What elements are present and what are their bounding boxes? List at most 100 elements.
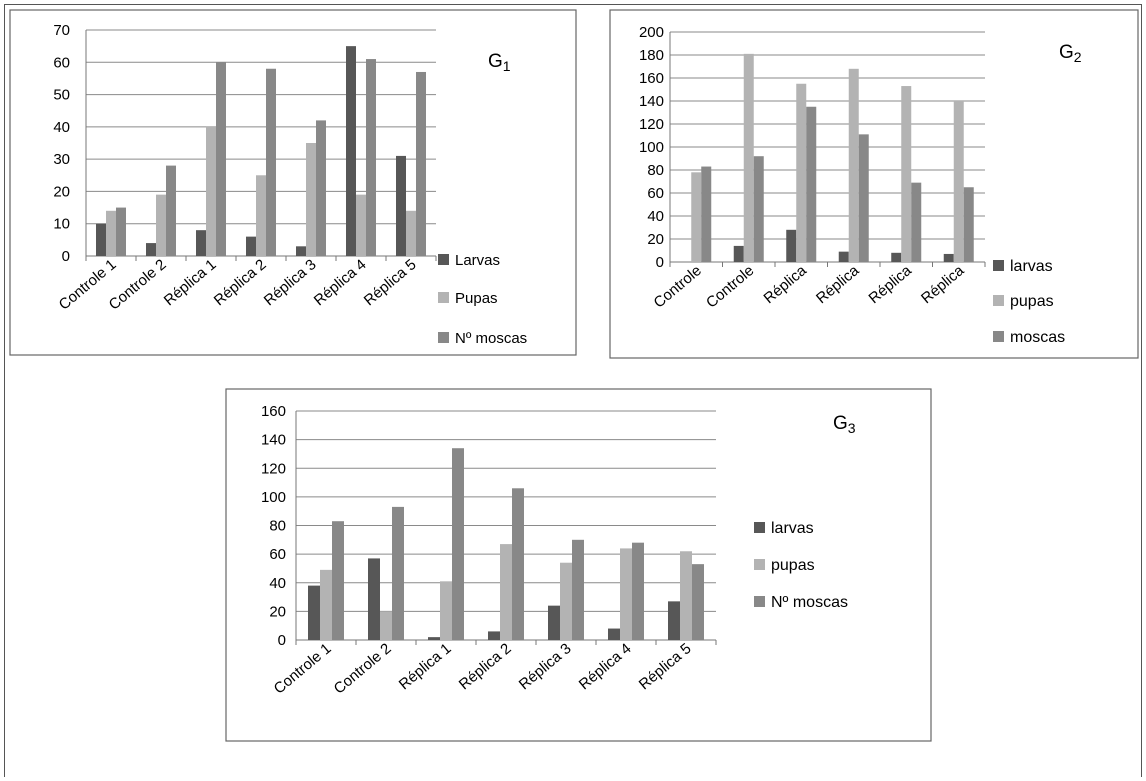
g3-bar bbox=[512, 488, 524, 640]
g2-bar bbox=[753, 156, 764, 262]
g1-ytick-label: 50 bbox=[53, 87, 70, 104]
g2-category-label: Réplica bbox=[866, 262, 916, 308]
g2-bar bbox=[796, 83, 807, 262]
g2-legend-swatch bbox=[993, 295, 1004, 306]
g3-bar bbox=[320, 569, 332, 640]
g2-category-label: Controle bbox=[703, 262, 757, 311]
g1-ytick-label: 40 bbox=[53, 119, 70, 136]
g2-ytick-label: 160 bbox=[639, 70, 664, 87]
g2-bar bbox=[701, 166, 712, 262]
g2-ytick-label: 0 bbox=[656, 254, 664, 271]
g3-bar bbox=[452, 448, 464, 640]
g1-bar bbox=[166, 165, 176, 256]
g1-bar bbox=[356, 194, 366, 256]
chart-g2-title-sub: 2 bbox=[1074, 49, 1082, 65]
g3-legend-swatch bbox=[754, 559, 765, 570]
g2-bar bbox=[943, 253, 954, 262]
g3-category-label: Réplica 5 bbox=[636, 640, 695, 693]
g2-bar bbox=[901, 86, 912, 262]
g2-bar bbox=[691, 172, 702, 262]
g3-bar bbox=[692, 564, 704, 640]
g3-bar bbox=[428, 637, 440, 640]
g2-bar bbox=[891, 252, 902, 262]
chart-g3-title-main: G bbox=[833, 413, 848, 434]
page-frame bbox=[4, 4, 1142, 777]
g2-ytick-label: 40 bbox=[647, 208, 664, 225]
g3-ytick-label: 160 bbox=[261, 403, 286, 420]
g2-bar bbox=[838, 251, 849, 262]
g3-bar bbox=[332, 521, 344, 640]
chart-g2-plot: 020406080100120140160180200ControleContr… bbox=[639, 24, 1065, 346]
g1-legend-swatch bbox=[438, 254, 449, 265]
g1-bar bbox=[106, 210, 116, 256]
g1-bar bbox=[366, 59, 376, 256]
g1-category-label: Réplica 3 bbox=[261, 256, 320, 309]
chart-g2: G2 020406080100120140160180200ControleCo… bbox=[609, 9, 1139, 359]
g1-bar bbox=[266, 68, 276, 256]
g1-bar bbox=[316, 120, 326, 257]
chart-g2-title-main: G bbox=[1059, 42, 1074, 63]
g2-ytick-label: 140 bbox=[639, 93, 664, 110]
g1-bar bbox=[256, 175, 266, 256]
g2-bar bbox=[911, 182, 922, 262]
chart-g1-title: G1 bbox=[488, 51, 511, 74]
g1-bar bbox=[206, 126, 216, 256]
g1-ytick-label: 60 bbox=[53, 54, 70, 71]
chart-g1-title-main: G bbox=[488, 51, 503, 72]
g3-legend-swatch bbox=[754, 596, 765, 607]
g2-ytick-label: 200 bbox=[639, 24, 664, 41]
g2-legend-label: moscas bbox=[1010, 329, 1065, 346]
g3-bar bbox=[488, 631, 500, 640]
g1-bar bbox=[216, 62, 226, 257]
g2-bar bbox=[733, 245, 744, 262]
g1-bar bbox=[296, 246, 306, 256]
g3-bar bbox=[668, 601, 680, 640]
g2-ytick-label: 120 bbox=[639, 116, 664, 133]
g1-legend-label: Nº moscas bbox=[455, 330, 527, 347]
g2-bar bbox=[848, 68, 859, 262]
g2-bar bbox=[743, 53, 754, 262]
g3-legend-label: larvas bbox=[771, 520, 814, 537]
g1-bar bbox=[246, 236, 256, 256]
g1-bar bbox=[146, 243, 156, 256]
g3-bar bbox=[620, 548, 632, 640]
g2-category-label: Réplica bbox=[813, 262, 863, 308]
g2-legend-swatch bbox=[993, 331, 1004, 342]
g3-category-label: Réplica 4 bbox=[576, 640, 635, 693]
g3-legend-label: pupas bbox=[771, 557, 815, 574]
chart-g3-frame bbox=[225, 388, 932, 742]
g1-legend-label: Larvas bbox=[455, 252, 500, 269]
g2-bar bbox=[786, 229, 797, 262]
g3-ytick-label: 20 bbox=[269, 603, 286, 620]
g3-ytick-label: 0 bbox=[278, 632, 286, 649]
g1-legend-swatch bbox=[438, 292, 449, 303]
chart-g1-title-sub: 1 bbox=[503, 58, 511, 74]
g1-category-label: Réplica 2 bbox=[211, 256, 270, 309]
g2-bar bbox=[858, 134, 869, 262]
chart-g3-title: G3 bbox=[833, 413, 856, 436]
g2-ytick-label: 20 bbox=[647, 231, 664, 248]
g1-ytick-label: 0 bbox=[62, 248, 70, 265]
g2-legend-label: larvas bbox=[1010, 258, 1053, 275]
g1-ytick-label: 70 bbox=[53, 22, 70, 39]
g2-ytick-label: 100 bbox=[639, 139, 664, 156]
g3-bar bbox=[632, 542, 644, 640]
g1-ytick-label: 30 bbox=[53, 151, 70, 168]
g1-bar bbox=[346, 46, 356, 257]
chart-g3-title-sub: 3 bbox=[848, 420, 856, 436]
chart-g2-frame bbox=[609, 9, 1139, 359]
g3-ytick-label: 40 bbox=[269, 575, 286, 592]
g2-bar bbox=[963, 187, 974, 262]
g3-legend-label: Nº moscas bbox=[771, 594, 848, 611]
g1-legend-label: Pupas bbox=[455, 290, 498, 307]
g2-ytick-label: 60 bbox=[647, 185, 664, 202]
g1-ytick-label: 20 bbox=[53, 183, 70, 200]
g3-bar bbox=[392, 506, 404, 640]
g1-bar bbox=[116, 207, 126, 256]
chart-g1-frame bbox=[9, 9, 577, 356]
g2-legend-label: pupas bbox=[1010, 293, 1054, 310]
g2-legend-swatch bbox=[993, 260, 1004, 271]
